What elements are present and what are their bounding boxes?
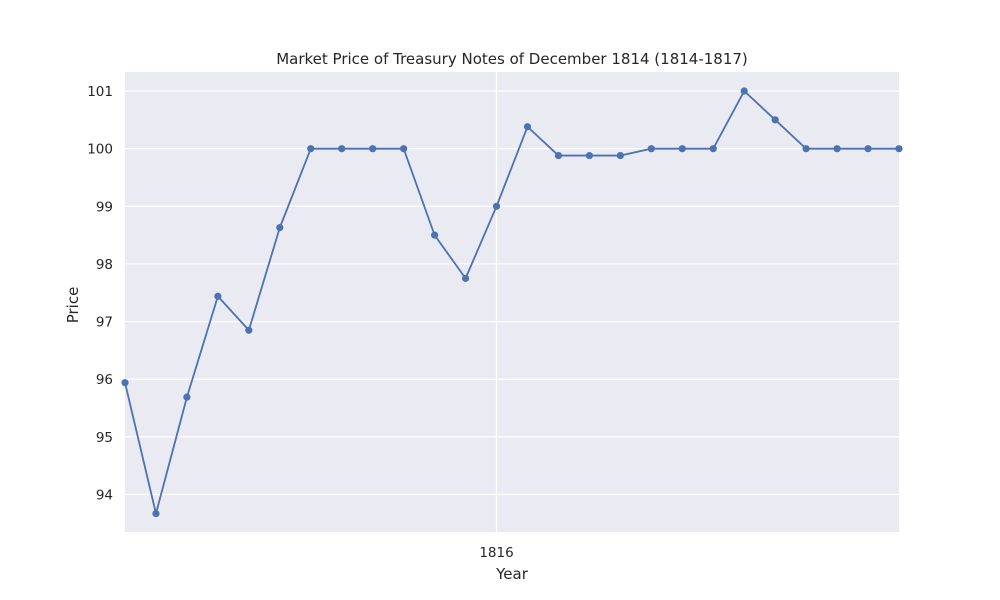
- data-point: [647, 145, 655, 153]
- data-point: [771, 116, 779, 124]
- y-tick-labels: 94 95 96 97 98 99 100 101: [87, 84, 113, 504]
- data-point: [183, 393, 191, 401]
- y-tick-label: 98: [96, 257, 113, 273]
- data-point: [369, 145, 377, 153]
- data-point: [554, 151, 563, 160]
- data-point: [802, 145, 810, 153]
- data-point: [214, 292, 222, 300]
- data-point: [895, 145, 903, 153]
- series-points: [121, 87, 903, 518]
- x-tick-labels: 1816: [479, 545, 513, 561]
- y-tick-label: 95: [96, 430, 113, 446]
- y-tick-label: 101: [87, 84, 113, 100]
- data-point: [678, 145, 686, 153]
- data-point: [616, 151, 624, 160]
- data-point: [492, 202, 501, 210]
- data-point: [461, 274, 470, 282]
- y-tick-label: 99: [96, 199, 113, 215]
- data-point: [245, 326, 253, 334]
- x-axis-label: Year: [495, 565, 529, 583]
- plot-area: [125, 72, 899, 532]
- data-point: [152, 509, 160, 518]
- data-point: [121, 379, 129, 387]
- y-tick-label: 97: [96, 315, 113, 331]
- data-point: [431, 231, 439, 239]
- data-point: [338, 145, 346, 153]
- grid: [125, 72, 899, 532]
- data-point: [523, 123, 532, 131]
- x-tick-label: 1816: [479, 545, 513, 561]
- data-point: [833, 145, 841, 153]
- data-point: [400, 145, 408, 153]
- data-point: [585, 151, 594, 160]
- data-point: [864, 145, 872, 153]
- y-tick-label: 96: [96, 372, 113, 388]
- data-point: [307, 145, 315, 153]
- data-point: [276, 224, 284, 232]
- series-line: [124, 90, 899, 515]
- y-tick-label: 100: [87, 142, 113, 158]
- data-point: [709, 145, 717, 153]
- data-point: [740, 87, 748, 95]
- y-axis-label: Price: [64, 287, 82, 324]
- chart-title: Market Price of Treasury Notes of Decemb…: [276, 50, 748, 68]
- y-tick-label: 94: [96, 488, 113, 504]
